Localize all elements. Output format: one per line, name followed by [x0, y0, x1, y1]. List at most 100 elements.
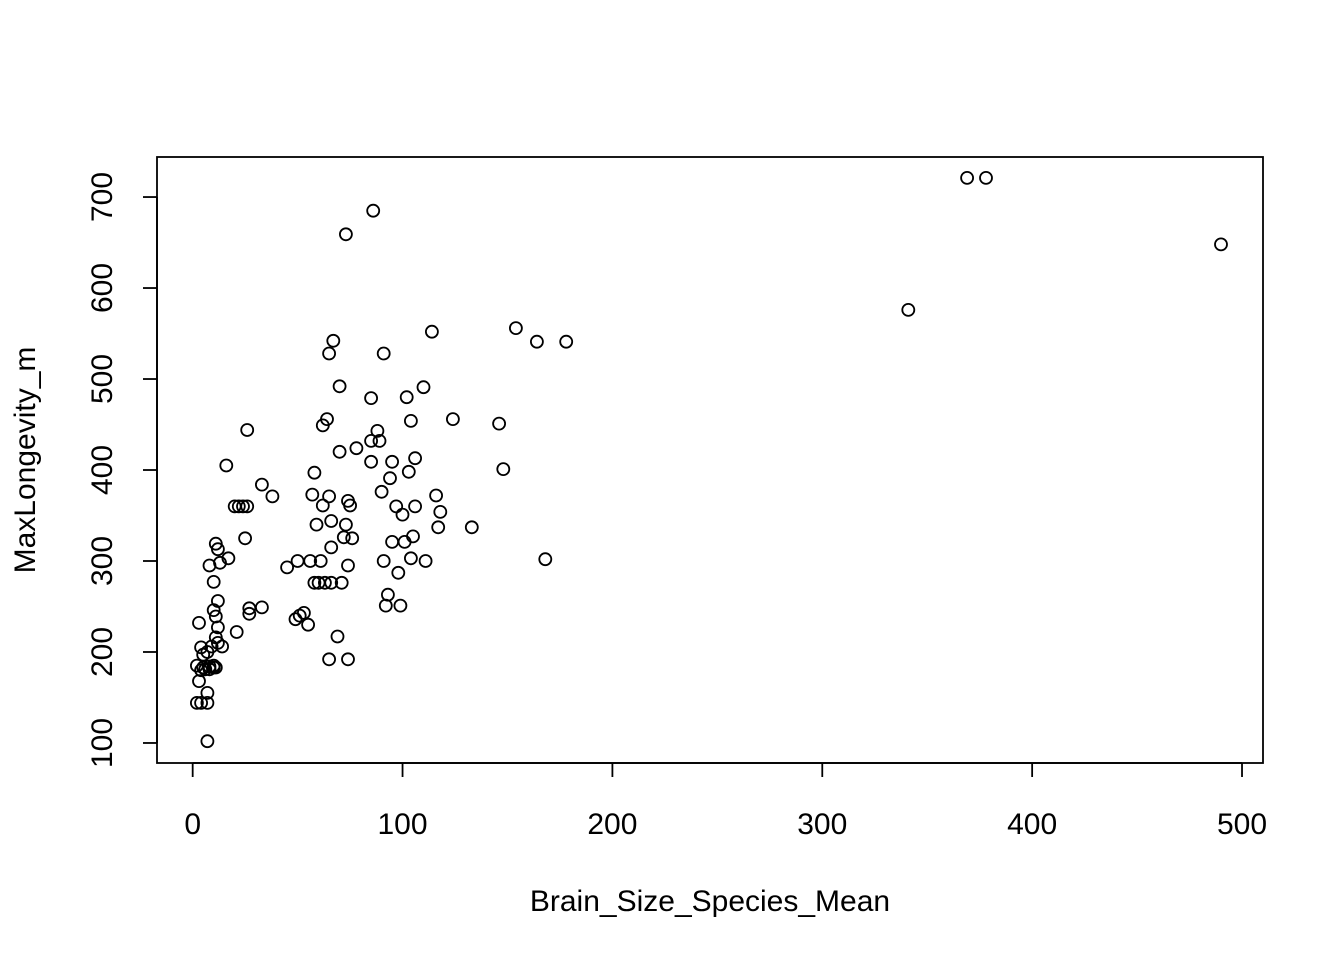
data-point [231, 499, 246, 514]
data-point [408, 451, 423, 466]
data-point [322, 346, 337, 361]
data-point [559, 334, 574, 349]
data-point [290, 554, 305, 568]
y-axis-label: MaxLongevity_m [9, 347, 42, 574]
data-point [389, 499, 404, 514]
data-point [313, 554, 328, 568]
data-point [403, 551, 418, 566]
data-point [403, 413, 418, 428]
data-point [901, 302, 916, 317]
y-tick-label: 300 [86, 536, 119, 586]
data-point [326, 333, 341, 348]
data-point [200, 686, 215, 700]
data-point [296, 606, 311, 620]
data-point [429, 488, 444, 503]
data-point [322, 652, 337, 667]
data-point [416, 380, 431, 395]
data-point [305, 487, 320, 502]
data-point [309, 517, 324, 532]
data-point [341, 558, 355, 573]
data-point [380, 587, 395, 602]
data-point [401, 464, 416, 479]
data-point [213, 555, 227, 570]
data-point [960, 170, 974, 185]
data-point [338, 517, 353, 532]
data-point [538, 552, 553, 567]
data-point [301, 617, 316, 632]
data-point [376, 346, 391, 361]
data-point [492, 416, 507, 431]
data-point [194, 696, 209, 710]
data-point [242, 606, 257, 621]
y-tick-label: 500 [86, 354, 119, 404]
y-tick-label: 700 [86, 172, 119, 222]
data-point [210, 542, 225, 557]
data-point [317, 575, 332, 590]
data-point [424, 324, 439, 339]
data-point [210, 636, 225, 650]
y-tick-label: 200 [86, 627, 119, 677]
data-point [349, 441, 364, 456]
data-point [200, 734, 215, 749]
data-point [215, 639, 230, 654]
data-point [464, 520, 479, 535]
data-point [334, 575, 349, 590]
data-point [391, 565, 406, 580]
data-point [366, 203, 381, 218]
data-point [280, 560, 295, 575]
y-tick-label: 100 [86, 718, 119, 768]
data-point [221, 551, 236, 566]
data-point [338, 227, 353, 242]
data-point [192, 616, 206, 630]
data-point [385, 454, 400, 469]
data-point [341, 652, 355, 667]
data-point [229, 625, 244, 639]
data-point [364, 454, 379, 469]
data-point [206, 658, 221, 673]
data-point [332, 444, 347, 459]
data-point [445, 412, 460, 427]
data-point [343, 498, 358, 513]
data-point [238, 531, 253, 546]
x-tick-label: 0 [184, 808, 201, 841]
data-point [330, 629, 345, 644]
data-point [530, 334, 544, 349]
data-point [364, 391, 379, 406]
data-point [395, 507, 410, 522]
data-point [324, 575, 339, 590]
data-point [374, 484, 389, 499]
data-point [303, 554, 318, 568]
data-point [219, 458, 234, 473]
data-point [315, 498, 330, 513]
x-axis-label: Brain_Size_Species_Mean [530, 885, 890, 918]
data-point [370, 423, 385, 438]
data-point [376, 554, 391, 568]
data-point [408, 499, 423, 514]
data-point [399, 390, 414, 405]
data-point [254, 600, 269, 615]
data-point [1214, 237, 1228, 252]
x-tick-label: 200 [587, 808, 637, 841]
data-point [418, 554, 433, 568]
data-point [236, 499, 250, 514]
data-point [322, 489, 337, 504]
data-point [364, 433, 379, 448]
data-point [189, 696, 204, 710]
data-point [378, 598, 393, 613]
data-point [433, 504, 448, 519]
data-point [307, 575, 322, 590]
y-tick-label: 400 [86, 445, 119, 495]
data-point [254, 477, 269, 492]
data-point [240, 499, 255, 514]
data-point [509, 321, 523, 336]
data-point [200, 696, 215, 710]
data-point [210, 594, 225, 608]
data-point [307, 465, 322, 480]
x-axis: 0 100 200 300 400 500 [184, 762, 1267, 841]
data-point [210, 620, 225, 635]
plot-frame [156, 156, 1264, 764]
data-point [393, 598, 408, 613]
data-point [397, 535, 412, 549]
data-point [496, 462, 511, 477]
x-tick-label: 300 [797, 808, 847, 841]
